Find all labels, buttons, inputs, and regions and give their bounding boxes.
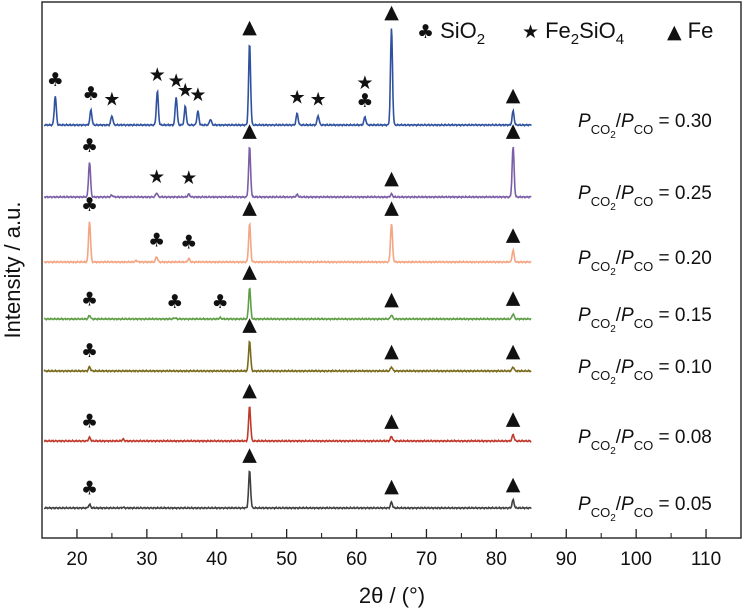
xrd-pattern-0-15 bbox=[43, 287, 532, 322]
x-tick-label: 20 bbox=[66, 549, 87, 570]
triangle-marker: ▲ bbox=[242, 16, 257, 38]
triangle-marker: ▲ bbox=[384, 288, 399, 310]
ratio-label-0-15: PCO2/PCO = 0.15 bbox=[578, 305, 712, 335]
ratio-value: = 0.25 bbox=[653, 183, 712, 204]
triangle-marker: ▲ bbox=[242, 314, 257, 336]
club-marker: ♣ bbox=[81, 411, 98, 433]
triangle-marker: ▲ bbox=[384, 167, 399, 189]
triangle-marker: ▲ bbox=[384, 475, 399, 497]
ratio-label-0-05: PCO2/PCO = 0.05 bbox=[578, 494, 712, 524]
x-tick-label: 30 bbox=[136, 549, 157, 570]
star-marker: ★ bbox=[189, 84, 206, 106]
triangle-marker: ▲ bbox=[384, 1, 399, 23]
ratio-labels: PCO2/PCO = 0.05 PCO2/PCO = 0.08 PCO2/PCO =… bbox=[578, 111, 712, 524]
marker-layer: ♣▲▲ ▲♣▲▲ ▲♣▲▲ ▲♣ ♣ ♣▲▲ ▲♣♣ ♣▲ ▲▲♣★ ★▲▲▲♣♣ ★★ ★★★▲★ ★… bbox=[47, 1, 521, 500]
legend: ♣ SiO2 ★ Fe2SiO4 ▲ Fe bbox=[417, 18, 713, 48]
legend-sio2: ♣ SiO2 bbox=[417, 18, 485, 48]
xrd-pattern-0-25 bbox=[44, 146, 532, 200]
club-marker: ♣ bbox=[356, 90, 373, 112]
x-tick-label: 90 bbox=[556, 549, 577, 570]
ratio-value: = 0.15 bbox=[653, 305, 712, 326]
star-marker: ★ bbox=[103, 89, 120, 111]
triangle-marker: ▲ bbox=[242, 260, 257, 282]
triangle-marker: ▲ bbox=[506, 340, 521, 362]
club-marker: ♣ bbox=[81, 135, 98, 157]
xrd-pattern-0-08 bbox=[43, 406, 532, 444]
x-tick-label: 60 bbox=[346, 549, 367, 570]
club-marker: ♣ bbox=[47, 69, 64, 91]
club-marker: ♣ bbox=[81, 478, 98, 500]
ratio-label-0-20: PCO2/PCO = 0.20 bbox=[578, 248, 712, 278]
ratio-value: = 0.30 bbox=[653, 111, 712, 132]
star-marker: ★ bbox=[180, 167, 197, 189]
star-marker: ★ bbox=[177, 79, 194, 101]
triangle-marker: ▲ bbox=[506, 287, 521, 309]
club-marker: ♣ bbox=[166, 291, 183, 313]
xrd-pattern-0-05 bbox=[43, 470, 532, 511]
club-marker: ♣ bbox=[81, 289, 98, 311]
star-marker: ★ bbox=[148, 166, 165, 188]
star-marker: ★ bbox=[356, 72, 373, 94]
triangle-marker: ▲ bbox=[384, 340, 399, 362]
star-marker: ★ bbox=[168, 70, 185, 92]
x-tick-label: 110 bbox=[691, 549, 721, 570]
club-marker: ♣ bbox=[81, 340, 98, 362]
ratio-label-0-25: PCO2/PCO = 0.25 bbox=[578, 183, 712, 213]
triangle-marker: ▲ bbox=[506, 473, 521, 495]
x-tick-label: 40 bbox=[206, 549, 227, 570]
triangle-marker: ▲ bbox=[506, 84, 521, 106]
ratio-label-0-10: PCO2/PCO = 0.10 bbox=[578, 357, 712, 387]
x-tick-label: 80 bbox=[486, 549, 507, 570]
ratio-label-0-30: PCO2/PCO = 0.30 bbox=[578, 111, 712, 141]
ratio-value: = 0.05 bbox=[653, 494, 712, 515]
ratio-value: = 0.10 bbox=[653, 357, 712, 378]
triangle-marker: ▲ bbox=[506, 120, 521, 142]
triangle-marker: ▲ bbox=[242, 379, 257, 401]
y-axis-title: Intensity / a.u. bbox=[0, 202, 25, 339]
x-axis: 20 30 40 50 60 70 80 90 100 110 bbox=[66, 529, 721, 570]
triangle-marker: ▲ bbox=[506, 223, 521, 245]
club-marker: ♣ bbox=[212, 291, 229, 313]
series-layer bbox=[43, 28, 532, 511]
star-marker: ★ bbox=[149, 64, 166, 86]
x-tick-label: 70 bbox=[416, 549, 437, 570]
star-marker: ★ bbox=[310, 89, 327, 111]
club-marker: ♣ bbox=[81, 194, 98, 216]
triangle-marker: ▲ bbox=[384, 196, 399, 218]
star-marker: ★ bbox=[289, 86, 306, 108]
ratio-value: = 0.08 bbox=[653, 427, 712, 448]
triangle-marker: ▲ bbox=[384, 409, 399, 431]
legend-fe: ▲ Fe bbox=[667, 18, 713, 43]
triangle-marker: ▲ bbox=[506, 408, 521, 430]
triangle-marker: ▲ bbox=[242, 444, 257, 466]
club-marker: ♣ bbox=[82, 83, 99, 105]
ratio-label-0-08: PCO2/PCO = 0.08 bbox=[578, 427, 712, 457]
club-marker: ♣ bbox=[148, 230, 165, 252]
xrd-pattern-0-30 bbox=[43, 28, 532, 128]
x-tick-label: 100 bbox=[620, 549, 652, 570]
club-marker: ♣ bbox=[180, 232, 197, 254]
x-axis-title: 2θ / (°) bbox=[359, 583, 425, 608]
xrd-pattern-0-10 bbox=[43, 340, 532, 374]
legend-fe2sio4: ★ Fe2SiO4 bbox=[522, 18, 624, 48]
ratio-value: = 0.20 bbox=[653, 248, 712, 269]
x-tick-label: 50 bbox=[276, 549, 297, 570]
xrd-pattern-0-20 bbox=[43, 221, 532, 265]
triangle-marker: ▲ bbox=[242, 120, 257, 142]
triangle-marker: ▲ bbox=[242, 196, 257, 218]
